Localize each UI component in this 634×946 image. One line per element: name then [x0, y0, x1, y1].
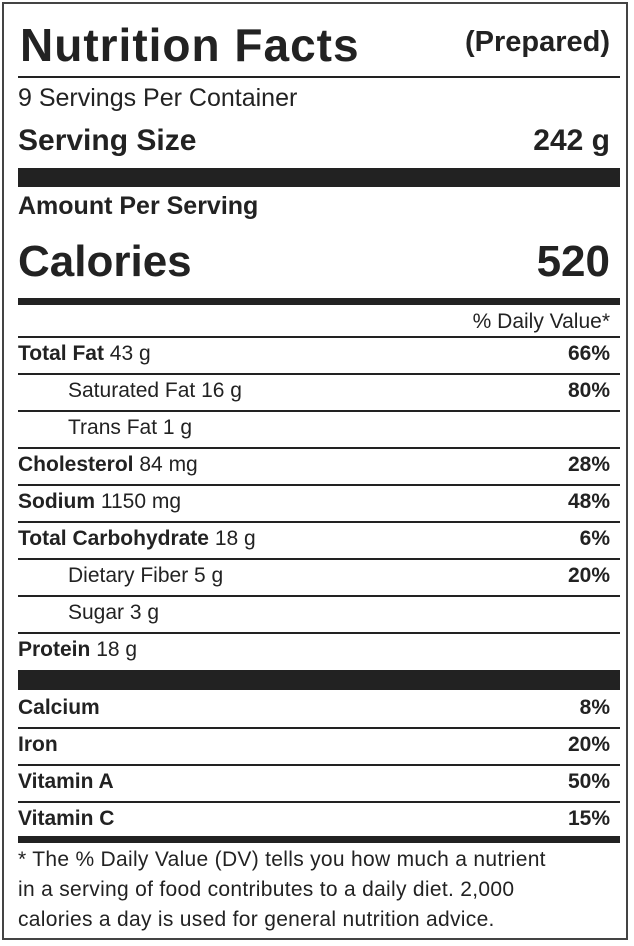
daily-value: 80%	[567, 379, 610, 402]
daily-value-header: % Daily Value*	[472, 310, 610, 333]
nutrient-name: Dietary Fiber	[68, 564, 189, 587]
qualifier: (Prepared)	[464, 26, 610, 58]
rule	[18, 558, 620, 560]
nutrient-row: Sodium 1150 mg	[18, 490, 181, 514]
nutrient-row: Total Fat 43 g	[18, 342, 151, 366]
footnote: * The % Daily Value (DV) tells you how m…	[18, 845, 546, 935]
rule	[18, 801, 620, 803]
nutrient-name: Sugar	[68, 601, 125, 624]
daily-value: 66%	[567, 342, 610, 365]
footnote-line: * The % Daily Value (DV) tells you how m…	[18, 848, 546, 871]
nutrient-name: Cholesterol	[18, 453, 134, 476]
nutrient-row: Sugar 3 g	[68, 601, 159, 625]
nutrient-amount: 16 g	[201, 379, 242, 402]
nutrient-amount: 5 g	[194, 564, 224, 587]
nutrient-amount: 1150 mg	[100, 490, 182, 513]
thick-rule	[18, 836, 620, 843]
serving-size-label: Serving Size	[18, 124, 197, 157]
nutrient-amount: 84 mg	[139, 453, 198, 476]
vitamin-value: 50%	[567, 770, 610, 793]
nutrient-row: Cholesterol 84 mg	[18, 453, 198, 477]
servings: 9 Servings Per Container	[18, 84, 298, 112]
daily-value: 48%	[567, 490, 610, 513]
rule	[18, 632, 620, 634]
rule	[18, 298, 620, 305]
title: Nutrition Facts	[20, 19, 360, 71]
rule	[18, 727, 620, 729]
rule	[18, 336, 620, 338]
serving-size-value: 242 g	[533, 124, 610, 157]
calories-label: Calories	[18, 237, 192, 286]
daily-value: 6%	[579, 527, 610, 550]
rule	[18, 595, 620, 597]
vitamin-value: 15%	[567, 807, 610, 830]
footnote-line: calories a day is used for general nutri…	[18, 908, 495, 931]
thick-rule	[18, 670, 620, 690]
nutrient-row: Dietary Fiber 5 g	[68, 564, 223, 588]
vitamin-name: Calcium	[18, 696, 100, 719]
thick-rule	[18, 168, 620, 187]
nutrient-amount: 18 g	[96, 638, 138, 661]
nutrient-amount: 43 g	[109, 342, 151, 365]
nutrient-row: Trans Fat 1 g	[68, 416, 192, 440]
nutrient-amount: 1 g	[162, 416, 193, 439]
vitamin-name: Iron	[18, 733, 58, 756]
daily-value: 28%	[567, 453, 610, 476]
vitamin-value: 20%	[567, 733, 610, 756]
nutrient-row: Total Carbohydrate 18 g	[18, 527, 256, 551]
vitamin-name: Vitamin C	[18, 807, 115, 830]
rule	[18, 76, 620, 78]
daily-value: 20%	[567, 564, 610, 587]
rule	[18, 764, 620, 766]
nutrient-name: Total Fat	[18, 342, 104, 365]
nutrient-name: Trans Fat	[68, 416, 158, 439]
rule	[18, 484, 620, 486]
rule	[18, 410, 620, 412]
nutrient-name: Protein	[18, 638, 91, 661]
footnote-line: in a serving of food contributes to a da…	[18, 878, 515, 901]
rule	[18, 447, 620, 449]
nutrient-amount: 18 g	[214, 527, 256, 550]
vitamin-name: Vitamin A	[18, 770, 114, 793]
nutrient-row: Protein 18 g	[18, 638, 137, 662]
nutrient-name: Saturated Fat	[68, 379, 196, 402]
nutrient-amount: 3 g	[129, 601, 160, 624]
vitamin-value: 8%	[579, 696, 610, 719]
nutrient-name: Sodium	[18, 490, 95, 513]
nutrient-row: Saturated Fat 16 g	[68, 379, 242, 403]
rule	[18, 521, 620, 523]
nutrition-label: Nutrition Facts (Prepared) 9 Servings Pe…	[2, 2, 628, 940]
rule	[18, 373, 620, 375]
nutrient-name: Total Carbohydrate	[18, 527, 209, 550]
amount-per-serving: Amount Per Serving	[18, 192, 259, 220]
calories-value: 520	[536, 237, 610, 286]
